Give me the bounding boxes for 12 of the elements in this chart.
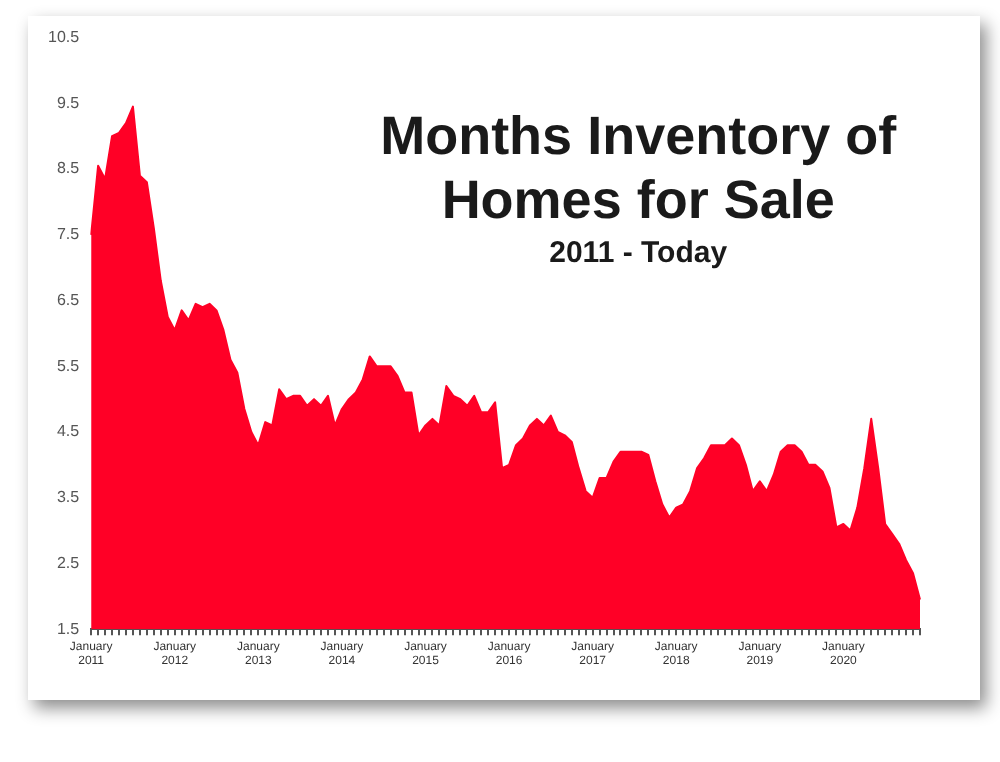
y-tick-label: 10.5 xyxy=(47,28,81,47)
y-tick-label: 5.5 xyxy=(56,356,81,375)
y-tick-label: 9.5 xyxy=(56,93,81,112)
y-tick-label: 8.5 xyxy=(56,159,81,178)
y-tick-label: 6.5 xyxy=(56,290,81,309)
y-tick-label: 2.5 xyxy=(56,553,81,572)
y-tick-label: 3.5 xyxy=(56,488,81,507)
y-tick-label: 7.5 xyxy=(56,225,81,244)
text: 2011 - Today xyxy=(549,235,729,270)
y-tick-label: 4.5 xyxy=(56,422,81,441)
text: Months Inventory of Homes for Sale xyxy=(380,105,899,230)
y-tick-label: 1.5 xyxy=(56,619,81,638)
